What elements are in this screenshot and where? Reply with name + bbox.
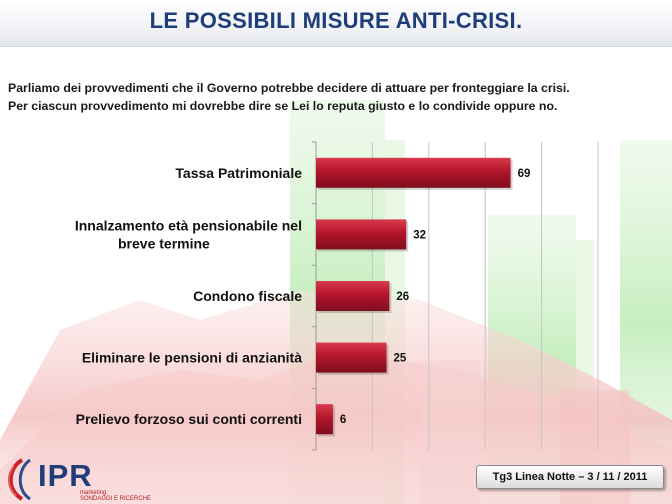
page-title: LE POSSIBILI MISURE ANTI-CRISI.	[149, 8, 523, 33]
data-label: 26	[396, 291, 409, 303]
bar	[316, 404, 333, 435]
bar	[316, 219, 407, 250]
bar	[316, 281, 390, 311]
category-label: Condono fiscale	[193, 288, 302, 304]
data-label: 25	[394, 353, 407, 365]
category-label: Eliminare le pensioni di anzianità	[82, 350, 302, 366]
logo-subtitle: marketing SONDAGGI E RICERCHE	[80, 490, 151, 502]
intro-line-2: Per ciascun provvedimento mi dovrebbe di…	[8, 99, 558, 113]
logo-subtitle-line-2: SONDAGGI E RICERCHE	[80, 496, 152, 502]
bar	[316, 342, 387, 373]
bar	[316, 157, 511, 188]
data-label: 69	[518, 168, 531, 180]
category-label: breve termine	[118, 235, 210, 251]
title-band	[0, 0, 672, 47]
data-label: 32	[413, 229, 426, 241]
category-label: Innalzamento età pensionabile nel	[75, 217, 302, 233]
data-label: 6	[340, 414, 346, 426]
source-label: Tg3 Linea Notte – 3 / 11 / 2011	[476, 465, 664, 489]
intro-line-1: Parliamo dei provvedimenti che il Govern…	[8, 81, 570, 95]
ipr-logo-icon	[8, 458, 31, 501]
logo-subtitle-line-1: marketing	[80, 490, 107, 496]
category-label: Prelievo forzoso sui conti correnti	[76, 411, 302, 427]
intro-text: Parliamo dei provvedimenti che il Govern…	[8, 79, 658, 115]
category-label: Tassa Patrimoniale	[175, 165, 302, 181]
logo-text: IPR	[38, 458, 93, 493]
